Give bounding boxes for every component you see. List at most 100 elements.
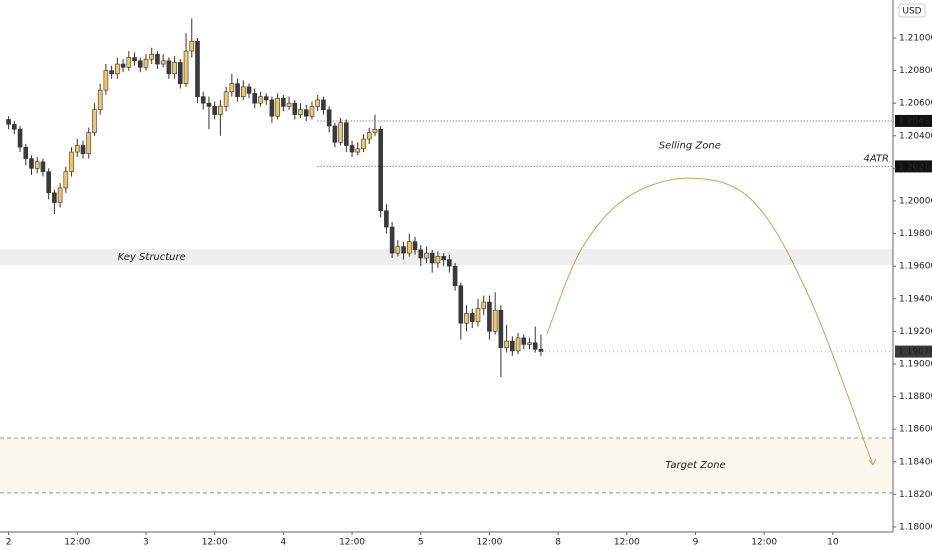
candle-body: [458, 285, 464, 324]
candle-body: [103, 70, 109, 91]
level-label: 4ATR: [863, 153, 889, 164]
candle-body: [6, 119, 11, 125]
candle-body: [372, 128, 378, 133]
candle-body: [401, 246, 406, 254]
candle-body: [137, 60, 143, 68]
candle-body: [424, 252, 429, 259]
projection-arrow: [868, 458, 877, 466]
candle-body: [178, 62, 183, 84]
last-price-tag: [895, 345, 932, 358]
candle-body: [86, 132, 92, 154]
candle-body: [252, 93, 258, 104]
candle-body: [481, 301, 487, 309]
candle-body: [366, 132, 372, 140]
candle-body: [240, 86, 246, 97]
target-zone: [0, 437, 893, 493]
candle-body: [429, 252, 435, 264]
candle-body: [492, 309, 498, 332]
candle-body: [143, 58, 149, 68]
candle-body: [189, 40, 195, 52]
x-tick-label: 9: [693, 538, 699, 548]
candle-body: [206, 102, 212, 107]
candle-body: [52, 192, 57, 203]
candle-body: [515, 337, 521, 352]
candle-body: [120, 63, 126, 68]
y-tick-label: 1.21000: [899, 33, 932, 43]
candle-body: [406, 241, 412, 254]
candle-body: [527, 342, 532, 345]
candle-body: [361, 138, 366, 150]
candle-body: [212, 106, 217, 115]
candle-body: [172, 62, 177, 75]
zone-label: Key Structure: [118, 252, 186, 263]
y-tick-label: 1.19000: [899, 359, 932, 369]
candle-body: [63, 171, 69, 189]
candle-body: [12, 124, 17, 130]
candle-body: [258, 96, 263, 104]
candle-body: [435, 256, 441, 264]
candle-body: [447, 259, 452, 267]
candle-body: [469, 313, 475, 322]
candle-body: [412, 241, 418, 251]
y-tick-label: 1.19400: [899, 294, 932, 304]
candle-body: [395, 246, 401, 254]
candle-body: [229, 83, 235, 93]
candle-body: [510, 340, 515, 352]
candle-body: [23, 146, 29, 159]
candle-body: [487, 301, 492, 332]
candle-body: [332, 125, 338, 143]
candle-body: [292, 102, 298, 115]
candle-body: [223, 91, 229, 107]
x-tick-label: 8: [555, 538, 561, 548]
candle-body: [498, 309, 504, 348]
candle-body: [126, 57, 132, 68]
y-tick-label: 1.18000: [899, 522, 932, 532]
zone-label: Target Zone: [665, 460, 725, 471]
x-tick-label: 12:00: [476, 538, 502, 548]
candle-body: [475, 308, 481, 322]
y-tick-label: 1.20600: [899, 99, 932, 109]
candle-body: [74, 145, 80, 153]
x-tick-label: 12:00: [751, 538, 777, 548]
candle-body: [246, 86, 252, 94]
x-tick-label: 5: [418, 538, 424, 548]
candle-body: [235, 83, 240, 97]
candle-body: [166, 60, 172, 75]
y-tick-label: 1.19600: [899, 262, 932, 272]
candle-body: [338, 122, 343, 143]
candle-body: [40, 161, 46, 172]
y-tick-label: 1.18400: [899, 457, 932, 467]
candle-body: [315, 99, 321, 107]
candle-body: [321, 99, 326, 110]
currency-box: [898, 3, 926, 18]
candle-body: [504, 340, 509, 348]
x-tick-label: 10: [827, 538, 839, 548]
candle-body: [532, 342, 538, 350]
price-tag: [895, 114, 932, 127]
candle-body: [46, 171, 51, 194]
y-tick-label: 1.18800: [899, 392, 932, 402]
candle-body: [149, 53, 154, 60]
candle-body: [464, 313, 469, 324]
candle-body: [109, 70, 114, 75]
candle-body: [349, 145, 355, 153]
candle-body: [57, 187, 63, 203]
price-tag-label: 1.20491: [898, 116, 932, 126]
currency-label: USD: [902, 7, 921, 17]
candle-body: [309, 106, 315, 117]
key-structure-band: [0, 249, 893, 266]
candle-body: [303, 109, 309, 117]
candle-body: [269, 99, 275, 117]
candle-body: [281, 97, 286, 107]
candle-body: [384, 210, 389, 228]
candle-body: [132, 57, 137, 62]
candle-body: [195, 40, 200, 97]
candle-body: [160, 60, 166, 65]
candle-body: [441, 256, 446, 260]
x-tick-label: 4: [280, 538, 286, 548]
candle-body: [17, 128, 23, 148]
price-tag: [895, 160, 932, 173]
y-tick-label: 1.19200: [899, 327, 932, 337]
x-tick-label: 3: [143, 538, 149, 548]
